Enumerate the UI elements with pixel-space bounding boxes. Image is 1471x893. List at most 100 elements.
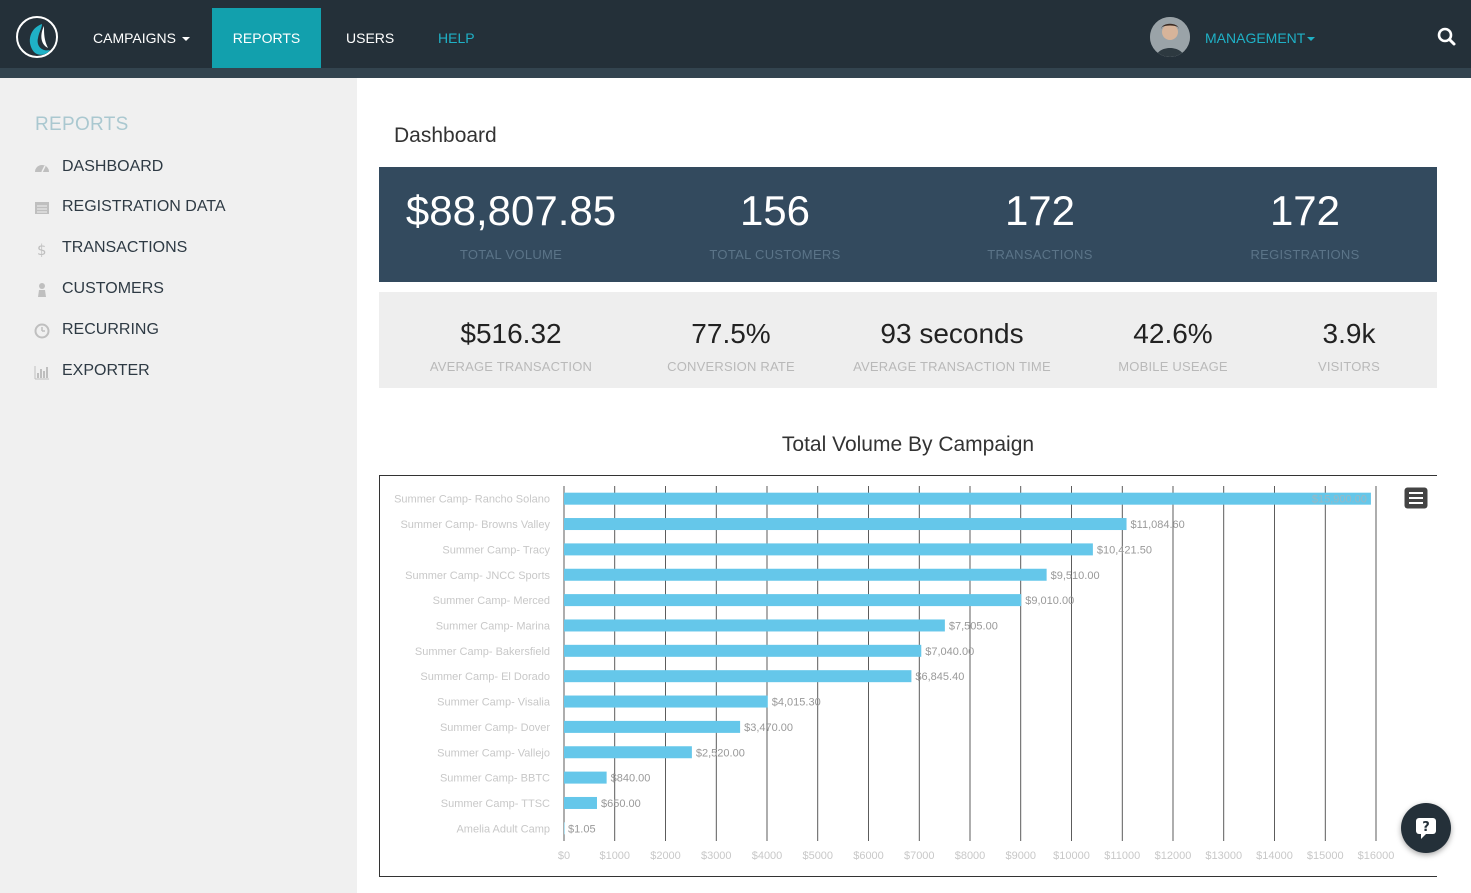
- stat-label: AVERAGE TRANSACTION TIME: [853, 359, 1051, 374]
- user-menu-label: MANAGEMENT: [1205, 30, 1306, 46]
- stat-label: TOTAL CUSTOMERS: [709, 247, 841, 262]
- stat-value: 172: [1004, 187, 1076, 234]
- bar: [564, 695, 768, 708]
- category-label: Summer Camp- Tracy: [442, 544, 550, 556]
- category-label: Summer Camp- JNCC Sports: [405, 570, 550, 582]
- brand-logo[interactable]: [16, 16, 58, 58]
- sidebar-item-registration-data[interactable]: REGISTRATION DATA: [34, 192, 334, 222]
- stat-label: MOBILE USEAGE: [1118, 359, 1228, 374]
- x-tick-label: $12000: [1155, 850, 1192, 862]
- sidebar-item-label: REGISTRATION DATA: [62, 198, 226, 215]
- sidebar-item-recurring[interactable]: RECURRING: [34, 315, 334, 345]
- search-icon[interactable]: [1434, 24, 1460, 50]
- svg-text:?: ?: [1422, 820, 1430, 835]
- x-tick-label: $9000: [1005, 850, 1036, 862]
- data-label: $650.00: [601, 798, 641, 810]
- category-label: Summer Camp- Visalia: [437, 697, 551, 709]
- stat-label: REGISTRATIONS: [1250, 247, 1360, 262]
- data-label: $2,520.00: [696, 747, 745, 759]
- nav-campaigns[interactable]: CAMPAIGNS: [69, 8, 214, 68]
- nav-reports[interactable]: REPORTS: [212, 8, 321, 68]
- stat-value: 156: [739, 187, 811, 234]
- x-tick-label: $5000: [802, 850, 833, 862]
- category-label: Summer Camp- Rancho Solano: [394, 494, 550, 506]
- top-nav: CAMPAIGNS REPORTS USERS HELP MANAGEMENT: [0, 0, 1471, 78]
- sidebar-item-label: TRANSACTIONS: [62, 239, 188, 256]
- chevron-down-icon: [181, 37, 190, 42]
- avatar[interactable]: [1150, 17, 1190, 57]
- sidebar-heading: REPORTS: [35, 114, 129, 135]
- x-tick-label: $2000: [650, 850, 681, 862]
- sidebar-item-label: RECURRING: [62, 321, 159, 338]
- data-label: $6,845.40: [915, 671, 964, 683]
- data-label: $9,510.00: [1051, 570, 1100, 582]
- x-tick-label: $16000: [1358, 850, 1395, 862]
- data-label: $840.00: [611, 773, 651, 785]
- category-label: Summer Camp- Dover: [440, 722, 550, 734]
- chart-canvas: $0 $1000 $2000 $3000 $4000 $5000 $6000 $7000 $80…: [394, 486, 1395, 862]
- data-label: $10,421.50: [1097, 544, 1152, 556]
- stat-value: 93 seconds: [880, 318, 1024, 349]
- stat-value: 42.6%: [1133, 318, 1213, 349]
- category-label: Summer Camp- Browns Valley: [400, 519, 550, 531]
- sidebar-item-transactions[interactable]: $ TRANSACTIONS: [34, 233, 334, 263]
- category-label: Summer Camp- Bakersfield: [415, 646, 550, 658]
- x-tick-label: $4000: [752, 850, 783, 862]
- x-tick-label: $13000: [1205, 850, 1242, 862]
- nav-campaigns-label: CAMPAIGNS: [93, 30, 176, 46]
- help-question-icon: ?: [1416, 818, 1436, 839]
- chart-menu-icon[interactable]: [1404, 487, 1428, 509]
- x-tick-label: $10000: [1053, 850, 1090, 862]
- bar: [564, 746, 692, 759]
- data-label: $15,900.00: [1312, 494, 1367, 506]
- help-chat-button[interactable]: ?: [1401, 803, 1451, 853]
- x-tick-label: $11000: [1104, 850, 1140, 862]
- sidebar-item-label: CUSTOMERS: [62, 280, 164, 297]
- nav-help[interactable]: HELP: [414, 8, 499, 68]
- bar: [564, 822, 565, 835]
- data-label: $3,470.00: [744, 722, 793, 734]
- category-label: Summer Camp- El Dorado: [420, 671, 550, 683]
- primary-stats-panel: $88,807.85 TOTAL VOLUME 156 TOTAL CUSTOM…: [379, 167, 1437, 282]
- bar: [564, 771, 607, 784]
- bar: [564, 644, 922, 657]
- category-label: Summer Camp- Vallejo: [437, 747, 550, 759]
- list-icon: [34, 197, 50, 214]
- x-tick-label: $15000: [1307, 850, 1344, 862]
- clock-icon: [34, 320, 50, 339]
- nav-help-label: HELP: [438, 30, 475, 46]
- data-label: $9,010.00: [1025, 595, 1074, 607]
- stat-label: TRANSACTIONS: [987, 247, 1093, 262]
- category-label: Amelia Adult Camp: [456, 823, 550, 835]
- data-label: $7,505.00: [949, 620, 998, 632]
- secondary-stats-panel: $516.32 AVERAGE TRANSACTION 77.5% CONVER…: [379, 292, 1437, 388]
- bar: [564, 518, 1127, 531]
- bar: [564, 492, 1371, 505]
- volume-by-campaign-chart: $0 $1000 $2000 $3000 $4000 $5000 $6000 $7000 $80…: [379, 475, 1437, 877]
- stat-value: 3.9k: [1322, 318, 1376, 349]
- stat-label: AVERAGE TRANSACTION: [429, 359, 593, 374]
- sidebar-item-dashboard[interactable]: DASHBOARD: [34, 152, 334, 182]
- sidebar: REPORTS DASHBOARD REGISTRATION DATA $ TR…: [0, 78, 357, 893]
- stat-value: 172: [1269, 187, 1341, 234]
- nav-users[interactable]: USERS: [322, 8, 418, 68]
- sidebar-item-label: DASHBOARD: [62, 158, 164, 175]
- user-icon: [34, 279, 50, 297]
- stat-label: VISITORS: [1317, 359, 1381, 374]
- dollar-icon: $: [34, 238, 50, 259]
- bar: [564, 796, 597, 809]
- sidebar-item-exporter[interactable]: EXPORTER: [34, 356, 334, 386]
- data-label: $7,040.00: [925, 646, 974, 658]
- nav-users-label: USERS: [346, 30, 395, 46]
- sidebar-item-label: EXPORTER: [62, 362, 150, 379]
- bar: [564, 568, 1047, 581]
- chevron-down-icon: [1307, 37, 1316, 42]
- bar-chart-icon: [34, 361, 50, 380]
- sidebar-item-customers[interactable]: CUSTOMERS: [34, 274, 334, 304]
- x-tick-label: $8000: [955, 850, 986, 862]
- page-title: Dashboard: [394, 124, 497, 147]
- bar: [564, 543, 1093, 556]
- dashboard-icon: [34, 157, 50, 173]
- data-label: $1.05: [568, 823, 596, 835]
- user-menu[interactable]: MANAGEMENT: [1205, 8, 1316, 68]
